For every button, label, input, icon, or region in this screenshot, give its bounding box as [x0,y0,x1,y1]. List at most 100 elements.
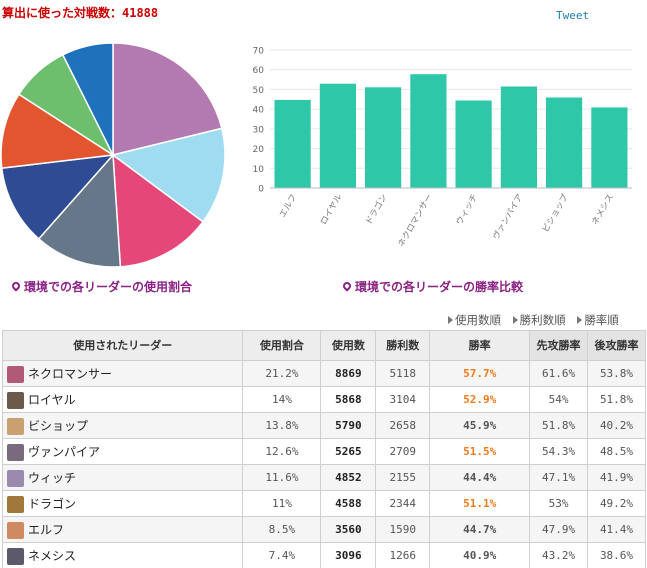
first-winrate-cell: 47.1% [529,464,589,491]
leader-cell: ヴァンパイア [1,438,244,465]
second-winrate-cell: 49.2% [587,490,646,517]
table-row: ヴァンパイア 12.6% 5265 2709 51.5% 54.3% 48.5% [1,438,646,465]
first-winrate-cell: 51.8% [529,412,589,439]
wins-cell: 2658 [375,412,431,439]
y-tick-label: 70 [253,47,265,57]
pie-slice [0,93,116,169]
first-winrate-cell: 54.3% [529,438,589,465]
bar-caption: 環境での各リーダーの勝率比較 [341,278,523,295]
bar [500,86,537,188]
share-cell: 12.6% [242,438,322,465]
leader-name: ネメシス [28,548,77,563]
x-tick-label: ウィッチ [455,193,481,227]
column-header-uses: 使用数 [320,330,377,361]
leader-name: エルフ [28,522,65,537]
pie-slice [61,42,114,156]
bar [410,74,447,188]
table-row: ロイヤル 14% 5868 3104 52.9% 54% 51.8% [1,386,646,413]
winrate-cell: 44.4% [429,464,531,491]
leader-avatar [7,521,24,539]
map-pin-icon [341,280,353,292]
leader-avatar [7,469,24,487]
share-cell: 8.5% [242,516,322,543]
winrate-cell: 57.7% [429,360,531,387]
leader-cell: ロイヤル [1,386,244,413]
share-cell: 13.8% [242,412,322,439]
leader-name: ヴァンパイア [28,444,101,459]
column-header-second-winrate: 後攻勝率 [587,330,646,361]
wins-cell: 5118 [375,360,431,387]
leader-cell: エルフ [1,516,244,543]
share-cell: 7.4% [242,542,322,568]
map-pin-icon [10,280,22,292]
wins-cell: 3104 [375,386,431,413]
winrate-cell: 40.9% [429,542,531,568]
bar [365,87,402,188]
pie-slice [111,127,226,223]
tweet-button[interactable]: Tweet [556,9,590,22]
leader-cell: ネクロマンサー [1,360,244,387]
leader-avatar [7,365,24,383]
sort-by-uses-link[interactable]: 使用数順 [448,313,501,327]
x-tick-label: ドラゴン [363,192,390,227]
column-header-first-winrate: 先攻勝率 [529,330,589,361]
uses-cell: 5868 [320,386,377,413]
uses-cell: 4852 [320,464,377,491]
uses-cell: 3560 [320,516,377,543]
leader-cell: ネメシス [1,542,244,568]
pie-slice [112,42,223,156]
page-title: 算出に使った対戦数：41888 [2,6,159,20]
column-header-wins: 勝利数 [375,330,431,361]
wins-cell: 2155 [375,464,431,491]
leader-name: ロイヤル [28,392,76,407]
y-tick-label: 50 [253,86,265,96]
x-tick-label: ネメシス [590,193,616,227]
bar [274,99,311,188]
first-winrate-cell: 54% [529,386,589,413]
second-winrate-cell: 51.8% [587,386,646,413]
wins-cell: 2344 [375,490,431,517]
second-winrate-cell: 41.9% [587,464,646,491]
second-winrate-cell: 48.5% [587,438,646,465]
share-cell: 11% [242,490,322,517]
share-cell: 14% [242,386,322,413]
leader-name: ネクロマンサー [28,366,113,381]
leader-avatar [7,417,24,435]
table-header-row: 使用されたリーダー 使用割合 使用数 勝利数 勝率 先攻勝率 後攻勝率 [1,330,646,361]
y-tick-label: 0 [258,185,264,195]
leader-name: ウィッチ [28,470,77,485]
winrate-cell: 44.7% [429,516,531,543]
x-tick-label: ロイヤル [319,192,345,227]
uses-cell: 5790 [320,412,377,439]
uses-cell: 5265 [320,438,377,465]
column-header-winrate: 勝率 [429,330,531,361]
sort-links: 使用数順 勝利数順 勝率順 [448,312,619,328]
bar [591,107,628,188]
leader-cell: ドラゴン [1,490,244,517]
x-tick-label: ビショップ [541,192,571,234]
leader-stats-table: 使用されたリーダー 使用割合 使用数 勝利数 勝率 先攻勝率 後攻勝率 ネクロマ… [1,330,646,568]
leader-name: ビショップ [28,418,89,433]
pie-slice [112,153,204,268]
triangle-right-icon [577,316,583,324]
pie-caption: 環境での各リーダーの使用割合 [10,278,192,295]
x-tick-label: ネクロマンサー [397,193,435,250]
y-tick-label: 40 [253,106,265,116]
y-tick-label: 60 [253,66,265,76]
leader-cell: ビショップ [1,412,244,439]
winrate-cell: 52.9% [429,386,531,413]
table-row: ネメシス 7.4% 3096 1266 40.9% 43.2% 38.6% [1,542,646,568]
bar [455,100,492,188]
uses-cell: 4588 [320,490,377,517]
sort-by-wins-link[interactable]: 勝利数順 [512,313,566,327]
table-row: ビショップ 13.8% 5790 2658 45.9% 51.8% 40.2% [1,412,646,439]
first-winrate-cell: 53% [529,490,589,517]
triangle-right-icon [512,316,518,324]
winrate-cell: 51.5% [429,438,531,465]
second-winrate-cell: 40.2% [587,412,646,439]
table-row: エルフ 8.5% 3560 1590 44.7% 47.9% 41.4% [1,516,646,543]
sort-by-winrate-link[interactable]: 勝率順 [577,313,619,327]
pie-chart [0,42,226,268]
bar [319,83,356,188]
y-tick-label: 10 [253,165,265,175]
